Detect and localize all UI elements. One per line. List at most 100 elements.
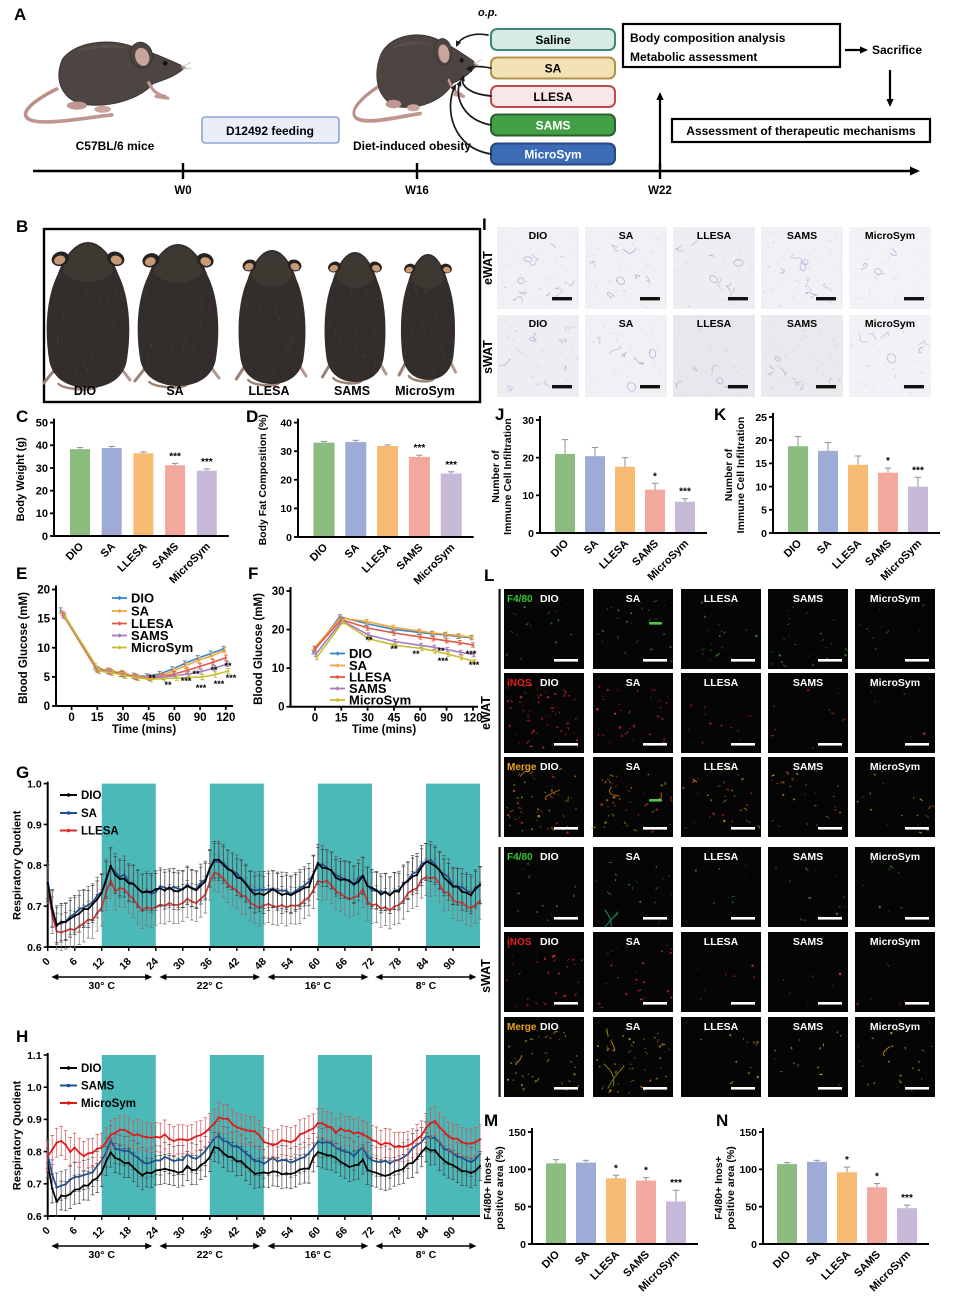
svg-text:LLESA: LLESA: [704, 761, 739, 773]
svg-text:Body Weight (g): Body Weight (g): [15, 437, 27, 521]
svg-text:Merge: Merge: [507, 762, 537, 773]
svg-text:SA: SA: [81, 808, 97, 820]
svg-text:W22: W22: [648, 185, 672, 197]
svg-text:15: 15: [335, 713, 348, 725]
svg-text:50: 50: [36, 417, 48, 429]
svg-text:1.0: 1.0: [27, 1082, 42, 1094]
svg-text:SAMS: SAMS: [793, 936, 823, 948]
svg-text:0.9: 0.9: [27, 819, 42, 831]
svg-text:*: *: [653, 471, 657, 482]
svg-text:sWAT: sWAT: [481, 340, 495, 374]
svg-text:0: 0: [761, 528, 767, 540]
svg-text:SA: SA: [626, 1021, 641, 1033]
svg-text:LLESA: LLESA: [704, 593, 739, 605]
svg-text:N: N: [716, 1111, 728, 1130]
svg-text:***: ***: [469, 660, 480, 670]
svg-text:Body composition analysis: Body composition analysis: [630, 31, 786, 45]
svg-text:Merge: Merge: [507, 1022, 537, 1033]
svg-text:45: 45: [142, 712, 155, 724]
svg-text:DIO: DIO: [540, 1021, 559, 1033]
svg-text:Respiratory Quotient: Respiratory Quotient: [12, 810, 24, 920]
svg-text:***: ***: [201, 457, 213, 468]
svg-text:16° C: 16° C: [305, 1249, 332, 1261]
svg-text:A: A: [14, 5, 26, 24]
svg-text:45: 45: [388, 713, 401, 725]
svg-text:***: ***: [414, 443, 426, 454]
svg-text:W16: W16: [405, 185, 429, 197]
svg-text:Time (mins): Time (mins): [112, 724, 176, 736]
svg-text:LLESA: LLESA: [81, 826, 119, 838]
svg-text:20: 20: [37, 585, 50, 597]
svg-text:Number of: Number of: [723, 448, 735, 501]
svg-text:10: 10: [36, 508, 48, 520]
svg-text:***: ***: [670, 1178, 682, 1189]
svg-text:0: 0: [312, 713, 318, 725]
svg-text:MicroSym: MicroSym: [395, 384, 455, 398]
svg-text:DIO: DIO: [529, 230, 548, 242]
svg-text:0.9: 0.9: [27, 1114, 42, 1126]
svg-text:SA: SA: [619, 230, 634, 242]
svg-text:***: ***: [466, 649, 477, 659]
svg-text:DIO: DIO: [540, 936, 559, 948]
svg-text:10: 10: [37, 643, 50, 655]
svg-text:DIO: DIO: [81, 1063, 102, 1075]
svg-text:0: 0: [528, 528, 534, 540]
svg-text:100: 100: [739, 1164, 757, 1176]
svg-text:**: **: [437, 646, 445, 656]
svg-text:**: **: [210, 665, 218, 675]
svg-text:*: *: [614, 1163, 618, 1174]
svg-text:0.8: 0.8: [27, 1146, 42, 1158]
svg-text:***: ***: [438, 656, 449, 666]
svg-text:F4/80+ Inos+: F4/80+ Inos+: [713, 1156, 725, 1220]
svg-text:positive area (%): positive area (%): [494, 1146, 506, 1229]
svg-text:D12492 feeding: D12492 feeding: [226, 124, 314, 138]
svg-text:SAMS: SAMS: [793, 677, 823, 689]
svg-text:Number of: Number of: [490, 450, 502, 503]
svg-text:20: 20: [755, 435, 767, 447]
svg-text:Sacrifice: Sacrifice: [872, 43, 922, 57]
svg-text:40: 40: [280, 417, 292, 429]
svg-text:***: ***: [445, 460, 457, 471]
svg-text:MicroSym: MicroSym: [131, 640, 193, 655]
svg-text:Time (mins): Time (mins): [352, 724, 416, 736]
svg-text:SA: SA: [619, 318, 634, 330]
svg-text:30: 30: [36, 463, 48, 475]
svg-text:MicroSym: MicroSym: [81, 1098, 136, 1110]
svg-text:***: ***: [196, 683, 207, 693]
svg-text:30: 30: [272, 586, 285, 598]
svg-text:50: 50: [745, 1201, 757, 1213]
svg-text:22° C: 22° C: [197, 980, 224, 992]
svg-text:L: L: [484, 566, 494, 585]
svg-text:20: 20: [280, 475, 292, 487]
svg-text:20: 20: [272, 625, 285, 637]
svg-text:*: *: [875, 1172, 879, 1183]
svg-text:M: M: [484, 1111, 498, 1130]
svg-text:**: **: [148, 673, 156, 683]
svg-text:F4/80: F4/80: [507, 594, 533, 605]
svg-text:LLESA: LLESA: [704, 936, 739, 948]
svg-text:DIO: DIO: [540, 593, 559, 605]
svg-text:Body Fat Composition (%): Body Fat Composition (%): [257, 414, 269, 545]
svg-text:90: 90: [194, 712, 207, 724]
svg-text:1.0: 1.0: [27, 778, 42, 790]
svg-text:eWAT: eWAT: [481, 251, 495, 285]
svg-text:LLESA: LLESA: [704, 1021, 739, 1033]
svg-text:*: *: [845, 1155, 849, 1166]
svg-text:SAMS: SAMS: [81, 1081, 115, 1093]
svg-text:100: 100: [508, 1164, 526, 1176]
svg-text:***: ***: [169, 451, 181, 462]
svg-text:0.8: 0.8: [27, 860, 42, 872]
svg-text:15: 15: [755, 458, 767, 470]
svg-text:LLESA: LLESA: [249, 384, 290, 398]
svg-text:SAMS: SAMS: [787, 318, 817, 330]
svg-text:DIO: DIO: [74, 384, 97, 398]
svg-text:SA: SA: [626, 677, 641, 689]
svg-text:16° C: 16° C: [305, 980, 332, 992]
svg-text:10: 10: [522, 490, 534, 502]
svg-text:10: 10: [755, 481, 767, 493]
svg-text:LLESA: LLESA: [704, 851, 739, 863]
svg-text:**: **: [390, 644, 398, 654]
svg-text:MicroSym: MicroSym: [870, 761, 920, 773]
svg-text:SA: SA: [166, 384, 183, 398]
svg-text:30° C: 30° C: [89, 1249, 116, 1261]
